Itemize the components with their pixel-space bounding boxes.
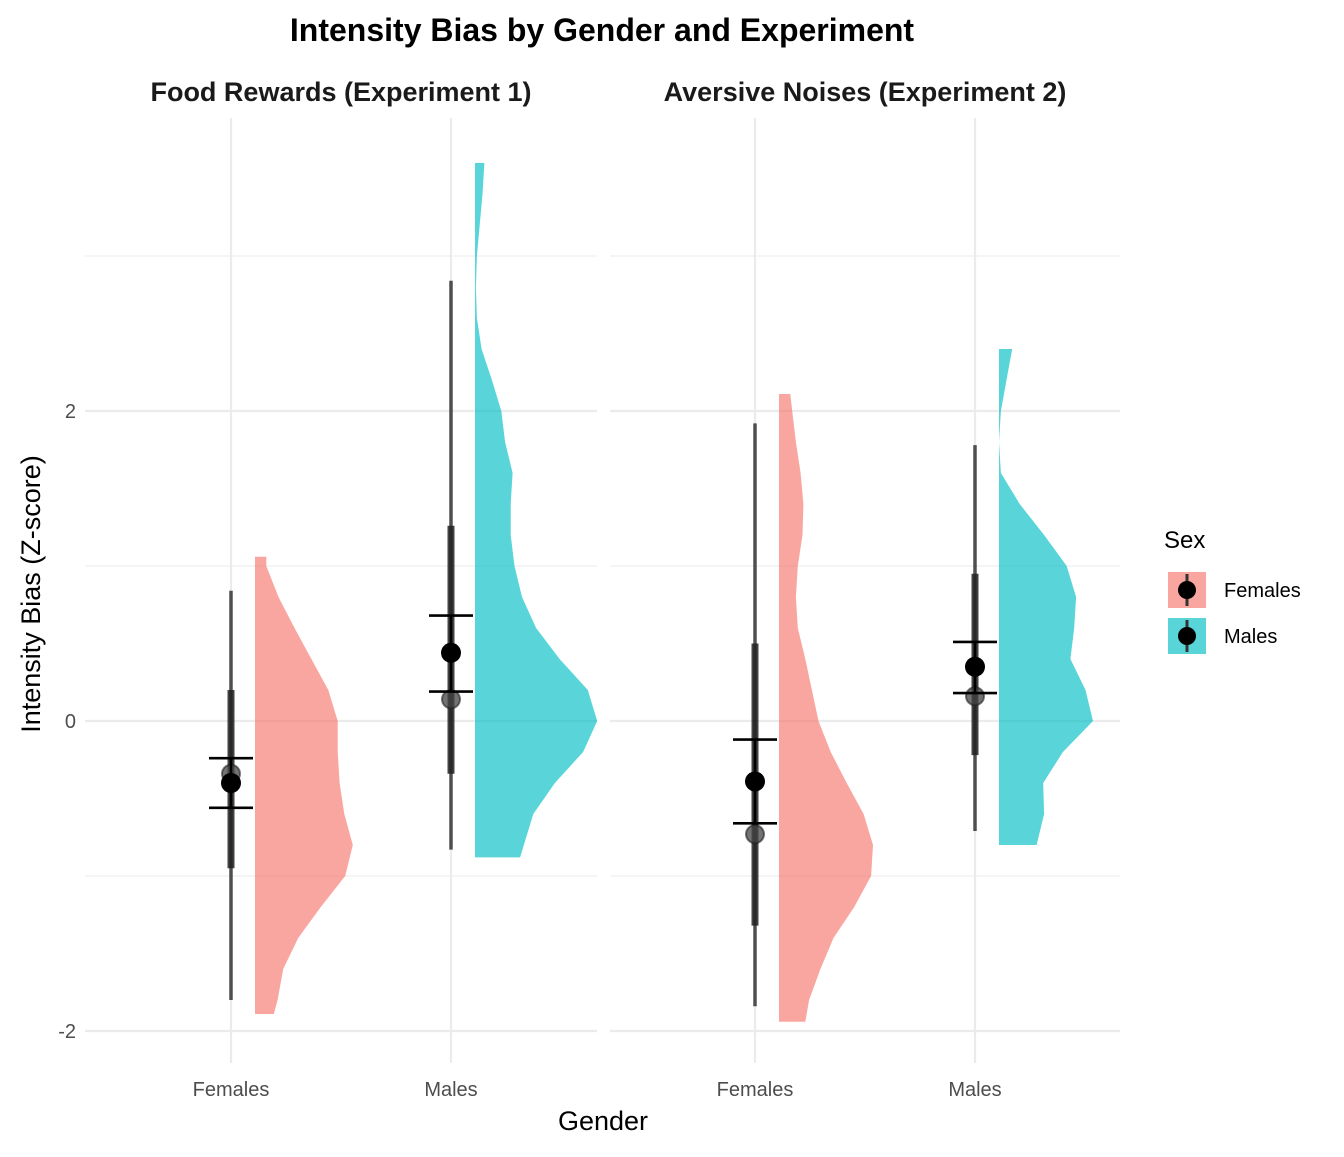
y-tick-label: -2 <box>58 1021 76 1043</box>
mean-point-females-p1 <box>221 773 241 793</box>
group-males-p2 <box>953 349 1093 845</box>
legend-key-females <box>1168 572 1206 608</box>
group-females-p1 <box>209 556 353 1014</box>
y-tick-label: 2 <box>65 401 76 423</box>
mean-point-males-p2 <box>965 656 985 677</box>
panel-aversive-noises: Females Males <box>610 118 1120 1101</box>
mean-point-females-p2 <box>745 771 765 792</box>
density-females-p2 <box>779 394 873 1022</box>
density-males-p1 <box>475 163 598 858</box>
legend-label-females: Females <box>1224 580 1301 602</box>
y-tick-label: 0 <box>65 711 76 733</box>
panel-title-experiment-1: Food Rewards (Experiment 1) <box>150 77 531 107</box>
x-tick-label-males: Males <box>424 1079 477 1101</box>
chart-title: Intensity Bias by Gender and Experiment <box>290 12 915 48</box>
median-point-males-p1 <box>441 689 461 710</box>
legend-title: Sex <box>1164 527 1205 554</box>
panel-title-experiment-2: Aversive Noises (Experiment 2) <box>664 77 1067 107</box>
group-males-p1 <box>429 163 598 858</box>
x-tick-label-females: Females <box>717 1079 794 1101</box>
legend-label-males: Males <box>1224 626 1277 648</box>
group-females-p2 <box>733 394 873 1022</box>
legend: Sex Females Males <box>1164 527 1301 654</box>
panel-food-rewards: Females Males <box>85 118 598 1101</box>
mean-point-males-p1 <box>441 642 461 663</box>
median-point-females-p2 <box>745 824 765 845</box>
density-males-p2 <box>999 349 1093 845</box>
y-axis-title: Intensity Bias (Z-score) <box>16 455 46 733</box>
x-axis-title: Gender <box>558 1106 648 1136</box>
legend-key-males <box>1168 618 1206 654</box>
x-tick-label-females: Females <box>193 1079 270 1101</box>
x-tick-label-males: Males <box>948 1079 1001 1101</box>
density-females-p1 <box>255 556 353 1014</box>
